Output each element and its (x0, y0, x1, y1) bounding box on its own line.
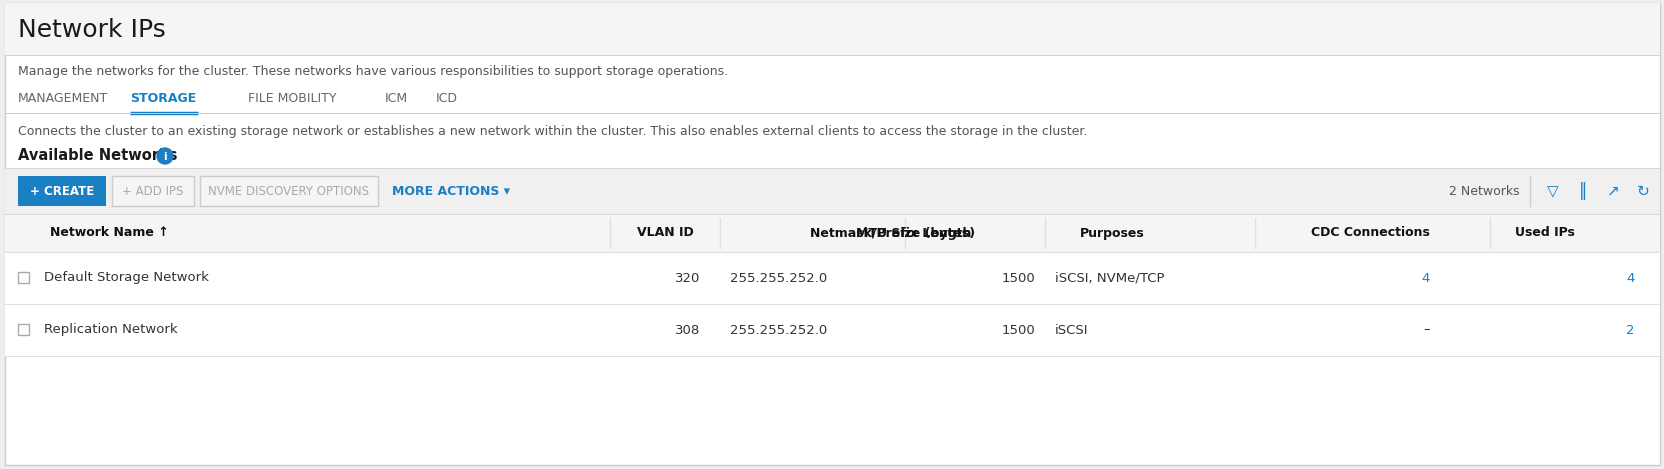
Text: 308: 308 (674, 324, 699, 336)
Text: MORE ACTIONS ▾: MORE ACTIONS ▾ (391, 185, 509, 198)
Text: iSCSI, NVMe/TCP: iSCSI, NVMe/TCP (1055, 272, 1163, 285)
Text: 255.255.252.0: 255.255.252.0 (729, 272, 827, 285)
Text: Purposes: Purposes (1080, 227, 1145, 240)
Text: STORAGE: STORAGE (130, 91, 196, 105)
Circle shape (156, 148, 173, 164)
Text: 4: 4 (1626, 272, 1634, 285)
Text: + CREATE: + CREATE (30, 185, 95, 198)
Text: 1500: 1500 (1000, 272, 1035, 285)
Text: 255.255.252.0: 255.255.252.0 (729, 324, 827, 336)
Bar (18, 176, 106, 206)
Text: VLAN ID: VLAN ID (636, 227, 692, 240)
Text: iSCSI: iSCSI (1055, 324, 1088, 336)
Text: CDC Connections: CDC Connections (1310, 227, 1429, 240)
Bar (111, 176, 195, 206)
Text: Network Name ↑: Network Name ↑ (50, 227, 168, 240)
Text: ↗: ↗ (1606, 184, 1619, 199)
Text: Network IPs: Network IPs (18, 18, 166, 42)
Text: MANAGEMENT: MANAGEMENT (18, 91, 108, 105)
Text: 2: 2 (1626, 324, 1634, 336)
Text: 320: 320 (674, 272, 699, 285)
Text: ↻: ↻ (1636, 184, 1649, 199)
Bar (5, 214, 1659, 252)
Bar (5, 304, 1659, 356)
Text: i: i (163, 151, 166, 161)
Text: Manage the networks for the cluster. These networks have various responsibilitie: Manage the networks for the cluster. The… (18, 66, 727, 78)
Text: –: – (1423, 324, 1429, 336)
Text: ‖: ‖ (1577, 182, 1586, 201)
Text: Connects the cluster to an existing storage network or establishes a new network: Connects the cluster to an existing stor… (18, 126, 1087, 138)
Bar (5, 3, 1659, 55)
Text: 1500: 1500 (1000, 324, 1035, 336)
Bar (200, 176, 378, 206)
Text: ICM: ICM (384, 91, 408, 105)
Text: Replication Network: Replication Network (43, 324, 178, 336)
Bar (18, 325, 28, 335)
Text: NVME DISCOVERY OPTIONS: NVME DISCOVERY OPTIONS (208, 185, 369, 198)
Text: Netmask/Prefix Length: Netmask/Prefix Length (809, 227, 970, 240)
Text: ▽: ▽ (1546, 184, 1558, 199)
Text: Available Networks: Available Networks (18, 149, 178, 164)
Text: Default Storage Network: Default Storage Network (43, 272, 208, 285)
Text: Used IPs: Used IPs (1514, 227, 1574, 240)
Text: 4: 4 (1421, 272, 1429, 285)
Text: + ADD IPS: + ADD IPS (121, 185, 183, 198)
Bar (5, 168, 1659, 214)
Text: FILE MOBILITY: FILE MOBILITY (248, 91, 336, 105)
Text: 2 Networks: 2 Networks (1448, 185, 1519, 198)
Text: MTU Size (bytes): MTU Size (bytes) (855, 227, 975, 240)
Text: ICD: ICD (436, 91, 458, 105)
Bar (18, 272, 28, 283)
Bar (5, 252, 1659, 304)
